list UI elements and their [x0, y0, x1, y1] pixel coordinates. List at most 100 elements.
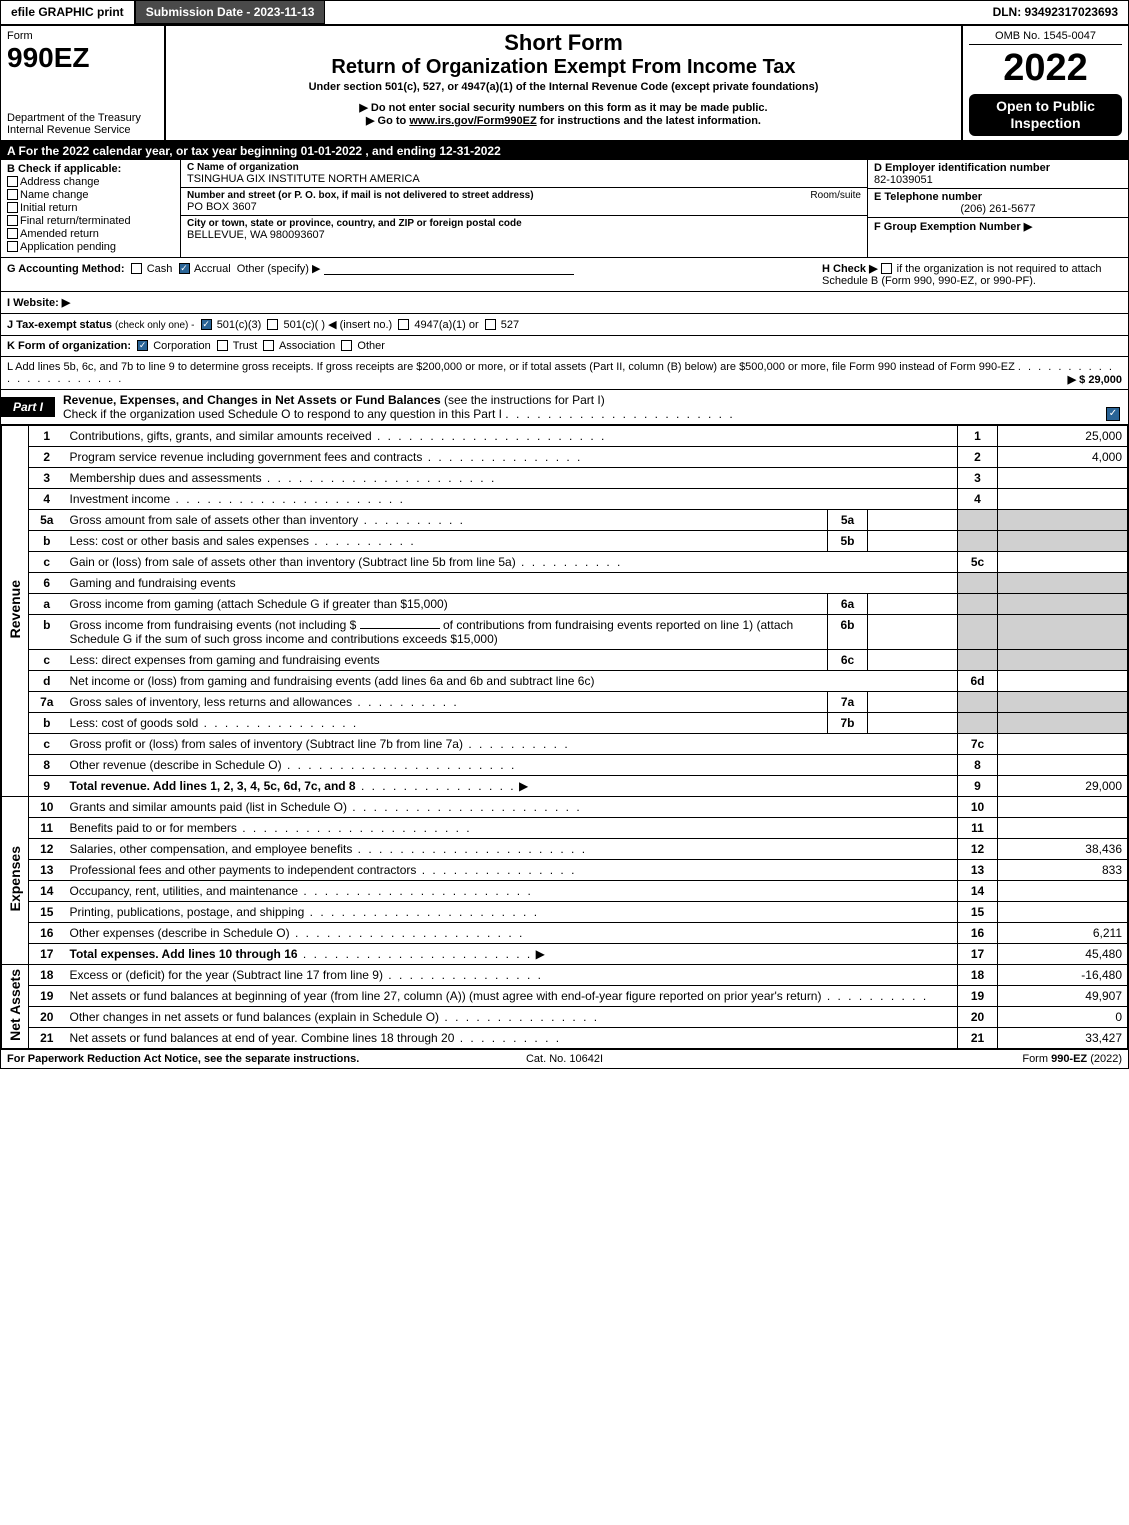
box-g: G Accounting Method: Cash Accrual Other … — [7, 262, 822, 287]
footer-left: For Paperwork Reduction Act Notice, see … — [7, 1053, 379, 1065]
l6-desc: Gaming and fundraising events — [65, 572, 958, 593]
part1-table: Revenue 1 Contributions, gifts, grants, … — [1, 425, 1128, 1049]
box-b: B Check if applicable: Address change Na… — [1, 160, 181, 257]
box-d: D Employer identification number 82-1039… — [868, 160, 1128, 189]
schedule-o-checkbox[interactable]: ✓ — [1106, 407, 1120, 421]
cb-501c[interactable] — [267, 319, 278, 330]
l10-desc: Grants and similar amounts paid (list in… — [65, 796, 958, 817]
l11-num: 11 — [29, 817, 65, 838]
line-a: A For the 2022 calendar year, or tax yea… — [1, 142, 1128, 160]
l6b-blank[interactable] — [360, 628, 440, 629]
box-def: D Employer identification number 82-1039… — [868, 160, 1128, 257]
cb-other-org[interactable] — [341, 340, 352, 351]
cb-address-change[interactable]: Address change — [7, 176, 174, 188]
row-2: 2 Program service revenue including gove… — [2, 446, 1128, 467]
row-7a: 7a Gross sales of inventory, less return… — [2, 691, 1128, 712]
cb-initial-return[interactable]: Initial return — [7, 202, 174, 214]
submission-date-button[interactable]: Submission Date - 2023-11-13 — [136, 1, 326, 24]
side-netassets: Net Assets — [2, 964, 29, 1048]
cb-name-change[interactable]: Name change — [7, 189, 174, 201]
l15-rnum: 15 — [958, 901, 998, 922]
cb-assoc[interactable] — [263, 340, 274, 351]
l6d-rval — [998, 670, 1128, 691]
cb-527[interactable] — [485, 319, 496, 330]
l8-rval — [998, 754, 1128, 775]
row-18: Net Assets 18 Excess or (deficit) for th… — [2, 964, 1128, 985]
cb-trust[interactable] — [217, 340, 228, 351]
l8-num: 8 — [29, 754, 65, 775]
cb-final-return-label: Final return/terminated — [20, 215, 131, 227]
phone-value: (206) 261-5677 — [874, 203, 1122, 215]
instr2-pre: ▶ Go to — [366, 115, 409, 127]
l2-desc: Program service revenue including govern… — [65, 446, 958, 467]
l6c-desc: Less: direct expenses from gaming and fu… — [65, 649, 828, 670]
l11-desc: Benefits paid to or for members — [65, 817, 958, 838]
row-11: 11 Benefits paid to or for members 11 — [2, 817, 1128, 838]
row-8: 8 Other revenue (describe in Schedule O)… — [2, 754, 1128, 775]
cb-schedule-b[interactable] — [881, 263, 892, 274]
part1-dots — [505, 407, 734, 421]
l9-num: 9 — [29, 775, 65, 796]
cb-accrual[interactable] — [179, 263, 190, 274]
row-20: 20 Other changes in net assets or fund b… — [2, 1006, 1128, 1027]
irs-link[interactable]: www.irs.gov/Form990EZ — [409, 115, 536, 127]
efile-print-label[interactable]: efile GRAPHIC print — [1, 1, 136, 24]
l4-num: 4 — [29, 488, 65, 509]
addr-label: Number and street (or P. O. box, if mail… — [187, 190, 861, 201]
l16-rval: 6,211 — [998, 922, 1128, 943]
group-exempt-label: F Group Exemption Number ▶ — [874, 221, 1032, 233]
org-name-row: C Name of organization TSINGHUA GIX INST… — [181, 160, 867, 188]
cb-address-change-label: Address change — [20, 176, 100, 188]
cb-corp[interactable] — [137, 340, 148, 351]
cb-501c3[interactable] — [201, 319, 212, 330]
cb-4947[interactable] — [398, 319, 409, 330]
form-page: efile GRAPHIC print Submission Date - 20… — [0, 0, 1129, 1069]
l7c-desc: Gross profit or (loss) from sales of inv… — [65, 733, 958, 754]
l20-rval: 0 — [998, 1006, 1128, 1027]
box-l: L Add lines 5b, 6c, and 7b to line 9 to … — [1, 357, 1128, 390]
cb-initial-return-label: Initial return — [20, 202, 77, 214]
l17-num: 17 — [29, 943, 65, 964]
l5a-desc: Gross amount from sale of assets other t… — [65, 509, 828, 530]
row-6b: b Gross income from fundraising events (… — [2, 614, 1128, 649]
cb-cash[interactable] — [131, 263, 142, 274]
side-expenses: Expenses — [2, 796, 29, 964]
l18-rval: -16,480 — [998, 964, 1128, 985]
l2-num: 2 — [29, 446, 65, 467]
l5c-rval — [998, 551, 1128, 572]
cb-amended-return[interactable]: Amended return — [7, 228, 174, 240]
city-value: BELLEVUE, WA 980093607 — [187, 229, 861, 241]
l14-num: 14 — [29, 880, 65, 901]
footer-right-form: 990-EZ — [1051, 1053, 1087, 1065]
other-specify-blank[interactable] — [324, 263, 574, 275]
l18-desc: Excess or (deficit) for the year (Subtra… — [65, 964, 958, 985]
row-3: 3 Membership dues and assessments 3 — [2, 467, 1128, 488]
part1-title: Revenue, Expenses, and Changes in Net As… — [55, 390, 1128, 424]
l7a-subval — [868, 691, 958, 712]
l12-rnum: 12 — [958, 838, 998, 859]
l6b-num: b — [29, 614, 65, 649]
header-left: Form 990EZ Department of the Treasury In… — [1, 26, 166, 140]
cb-application-pending[interactable]: Application pending — [7, 241, 174, 253]
l5a-num: 5a — [29, 509, 65, 530]
cb-final-return[interactable]: Final return/terminated — [7, 215, 174, 227]
form-header: Form 990EZ Department of the Treasury In… — [1, 26, 1128, 142]
box-j: J Tax-exempt status (check only one) - 5… — [1, 314, 1128, 336]
row-14: 14 Occupancy, rent, utilities, and maint… — [2, 880, 1128, 901]
open-public-badge: Open to Public Inspection — [969, 94, 1122, 136]
row-7b: b Less: cost of goods sold 7b — [2, 712, 1128, 733]
city-label: City or town, state or province, country… — [187, 218, 861, 229]
row-9: 9 Total revenue. Add lines 1, 2, 3, 4, 5… — [2, 775, 1128, 796]
l6a-subnum: 6a — [828, 593, 868, 614]
l1-num: 1 — [29, 425, 65, 446]
other-label: Other (specify) ▶ — [237, 263, 321, 275]
l21-rnum: 21 — [958, 1027, 998, 1048]
l5b-grey2 — [998, 530, 1128, 551]
dept-label: Department of the Treasury Internal Reve… — [7, 112, 158, 136]
side-expenses-label: Expenses — [7, 846, 23, 911]
section-bcdef: B Check if applicable: Address change Na… — [1, 160, 1128, 258]
l5c-num: c — [29, 551, 65, 572]
subtitle: Under section 501(c), 527, or 4947(a)(1)… — [172, 81, 955, 93]
l5b-subnum: 5b — [828, 530, 868, 551]
j-note: (check only one) - — [115, 320, 194, 331]
